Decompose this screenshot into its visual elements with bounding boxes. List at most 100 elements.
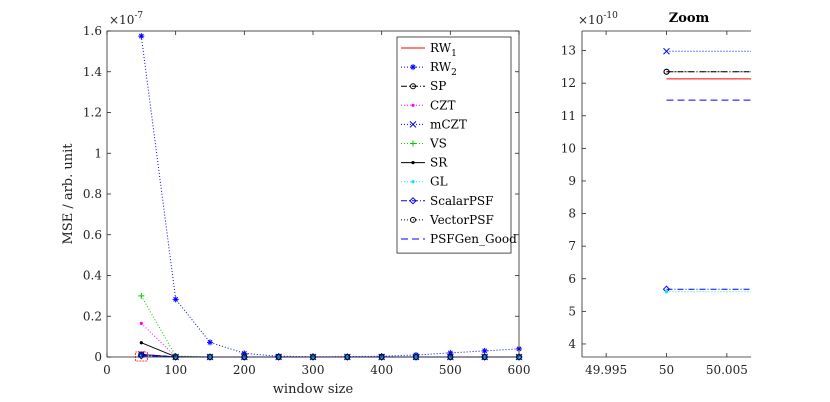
zoom-y-tick-label: 8 (568, 207, 576, 221)
legend-label: GL (430, 175, 448, 189)
x-tick-label: 200 (233, 363, 256, 377)
zoom-y-tick-label: 6 (568, 272, 576, 286)
legend-label: RW1 (430, 41, 457, 59)
data-point-shape (207, 339, 213, 346)
legend-marker (411, 161, 415, 165)
y-exponent-label: ×10-7 (109, 11, 143, 27)
legend-marker (410, 140, 416, 147)
data-point (207, 339, 213, 346)
zoom-data-point-shape (663, 47, 670, 55)
legend-marker (409, 197, 417, 205)
zoom-y-exponent-power: -10 (603, 11, 618, 21)
x-tick-label: 500 (439, 363, 462, 377)
zoom-plot-area (582, 31, 751, 357)
y-tick-label: 1.6 (83, 24, 102, 38)
legend-label: PSFGen_Good (430, 232, 517, 246)
legend-marker-shape (411, 161, 415, 165)
zoom-region-marker (134, 351, 148, 362)
zoom-x-tick-label: 49.995 (585, 363, 627, 377)
zoom-y-exponent-label: ×10-10 (578, 11, 618, 27)
x-tick-label: 0 (103, 363, 111, 377)
x-tick-label: 600 (508, 363, 531, 377)
legend-box (396, 36, 512, 254)
x-tick-label: 100 (164, 363, 187, 377)
zoom-data-point (663, 47, 670, 55)
legend-marker-shape (410, 140, 416, 147)
x-tick-label: 400 (370, 363, 393, 377)
data-point (172, 296, 179, 303)
x-axis-label: window size (273, 382, 354, 397)
data-point-shape (138, 33, 145, 40)
x-tick-label: 300 (302, 363, 325, 377)
data-point (139, 321, 143, 325)
y-exponent-power: -7 (134, 11, 143, 21)
legend-item: SP (401, 79, 446, 93)
legend-label: CZT (430, 98, 456, 112)
legend-marker-shape (409, 197, 417, 205)
legend-label-subscript: 2 (451, 68, 457, 78)
zoom-data-point (663, 68, 670, 75)
legend-marker (411, 103, 415, 107)
legend-item: VS (401, 137, 447, 151)
data-point (138, 292, 145, 299)
zoom-title: Zoom (669, 11, 710, 26)
legend-label: ScalarPSF (430, 194, 493, 208)
data-point-shape (139, 321, 143, 325)
zoom-y-tick-label: 10 (561, 141, 576, 155)
legend-label: RW2 (430, 60, 457, 78)
y-tick-label: 1.4 (83, 65, 102, 79)
main-plot: 0 100 200 300 400 500 600 0 0.2 0.4 0.6 0.8 1 1.2 1.4 1… (61, 11, 530, 397)
legend-label: SR (430, 156, 448, 170)
legend-label: VectorPSF (429, 213, 494, 227)
data-point (447, 349, 454, 356)
legend-label: SP (430, 79, 446, 93)
legend-marker (409, 121, 417, 128)
data-point (139, 341, 143, 345)
y-axis-label: MSE / arb. unit (61, 143, 76, 245)
legend-item: RW1 (401, 41, 457, 59)
legend-item: PSFGen_Good (401, 232, 517, 246)
y-tick-label: 0.2 (83, 309, 102, 323)
legend-label: mCZT (430, 117, 467, 131)
zoom-data-point (664, 290, 669, 294)
data-point-shape (447, 349, 454, 356)
legend-item: ScalarPSF (401, 194, 493, 208)
y-tick-label: 0.6 (83, 228, 102, 242)
legend-item: CZT (401, 98, 456, 112)
zoom-y-tick-label: 11 (561, 109, 576, 123)
legend-marker-shape (410, 216, 416, 223)
zoom-series-2 (663, 68, 751, 75)
data-point-shape (481, 347, 488, 354)
legend-label: VS (429, 137, 447, 151)
y-tick-label: 1 (94, 146, 102, 160)
zoom-y-tick-label: 9 (568, 174, 576, 188)
legend-marker (410, 64, 416, 71)
data-point-shape (139, 341, 143, 345)
y-tick-label: 0 (94, 350, 102, 364)
data-point-shape (172, 296, 179, 303)
zoom-y-tick-label: 4 (568, 337, 576, 351)
zoom-series-0 (663, 47, 751, 55)
legend-marker-shape (410, 64, 416, 71)
zoom-series-6 (664, 290, 751, 294)
legend-label-subscript: 1 (451, 49, 457, 59)
legend-item: RW2 (401, 60, 457, 78)
y-tick-label: 0.8 (83, 187, 102, 201)
zoom-y-tick-label: 13 (561, 44, 576, 58)
zoom-data-point-shape (663, 68, 670, 75)
legend-item: mCZT (401, 117, 467, 131)
legend-item: GL (401, 175, 448, 189)
legend-item: SR (401, 156, 448, 170)
zoom-data-point-shape (664, 290, 669, 294)
data-point (138, 33, 145, 40)
zoom-x-tick-label: 50 (659, 363, 674, 377)
y-tick-label: 0.4 (83, 269, 102, 283)
zoom-plot: 49.995 50 50.005 4 5 6 7 8 9 10 11 12 13 ×10-10 Zoom (561, 11, 751, 377)
legend-marker (411, 180, 415, 184)
legend-marker-shape (411, 180, 415, 184)
zoom-y-tick-label: 5 (568, 304, 576, 318)
legend-marker (410, 83, 416, 90)
legend-marker-shape (410, 83, 416, 90)
